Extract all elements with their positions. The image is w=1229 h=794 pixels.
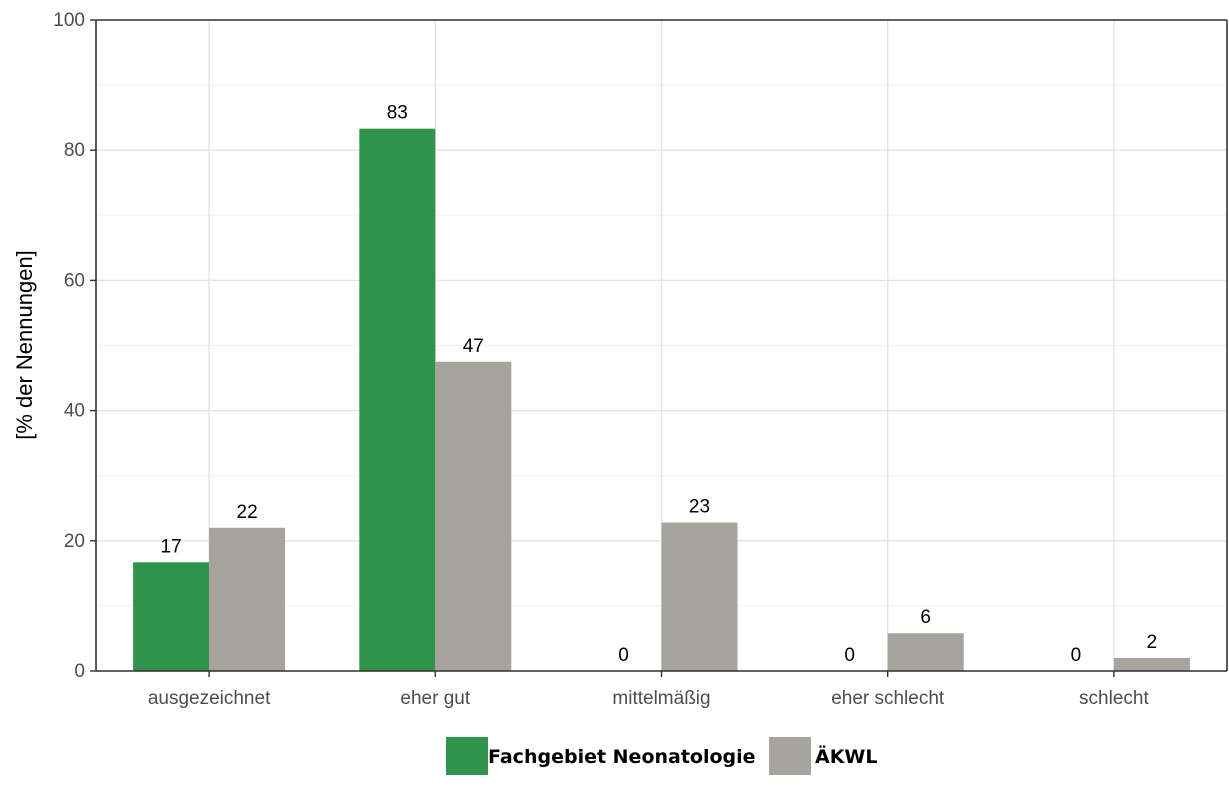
bars bbox=[133, 128, 1190, 672]
bar-value-labels: 17 83 0 0 0 22 47 23 6 2 bbox=[161, 103, 1158, 666]
x-tick-label: eher gut bbox=[400, 688, 470, 709]
legend-key bbox=[769, 737, 811, 775]
bar-value-label: 6 bbox=[920, 607, 931, 628]
bar bbox=[887, 633, 964, 671]
y-tick-label: 60 bbox=[64, 270, 85, 291]
y-tick-label: 0 bbox=[74, 661, 85, 682]
x-tick-label: eher schlecht bbox=[831, 688, 945, 709]
bar bbox=[1113, 657, 1190, 671]
x-tick-label: schlecht bbox=[1079, 688, 1149, 709]
y-axis-title: [% der Nennungen] bbox=[12, 250, 37, 440]
bar-value-label: 0 bbox=[1071, 645, 1082, 666]
y-tick-label: 40 bbox=[64, 401, 85, 422]
y-tick-label: 100 bbox=[53, 10, 85, 31]
bar-value-label: 17 bbox=[161, 536, 182, 557]
bar bbox=[661, 522, 738, 671]
bar bbox=[209, 527, 286, 671]
bar-value-label: 22 bbox=[237, 502, 258, 523]
legend-key bbox=[446, 737, 488, 775]
bar-value-label: 47 bbox=[463, 336, 484, 357]
bar-value-label: 2 bbox=[1147, 632, 1158, 653]
bar-value-label: 0 bbox=[618, 645, 629, 666]
legend-label: Fachgebiet Neonatologie bbox=[488, 746, 756, 768]
bar-value-label: 83 bbox=[387, 103, 408, 124]
bar bbox=[133, 562, 210, 671]
legend: Fachgebiet Neonatologie ÄKWL bbox=[446, 737, 878, 775]
y-tick-label: 20 bbox=[64, 531, 85, 552]
bar bbox=[435, 361, 512, 671]
x-tick-label: ausgezeichnet bbox=[148, 688, 271, 709]
bar-value-label: 0 bbox=[844, 645, 855, 666]
legend-label: ÄKWL bbox=[815, 744, 878, 768]
x-tick-label: mittelmäßig bbox=[612, 688, 710, 709]
bar bbox=[359, 128, 436, 672]
bar-value-label: 23 bbox=[689, 497, 710, 518]
y-tick-label: 80 bbox=[64, 140, 85, 161]
